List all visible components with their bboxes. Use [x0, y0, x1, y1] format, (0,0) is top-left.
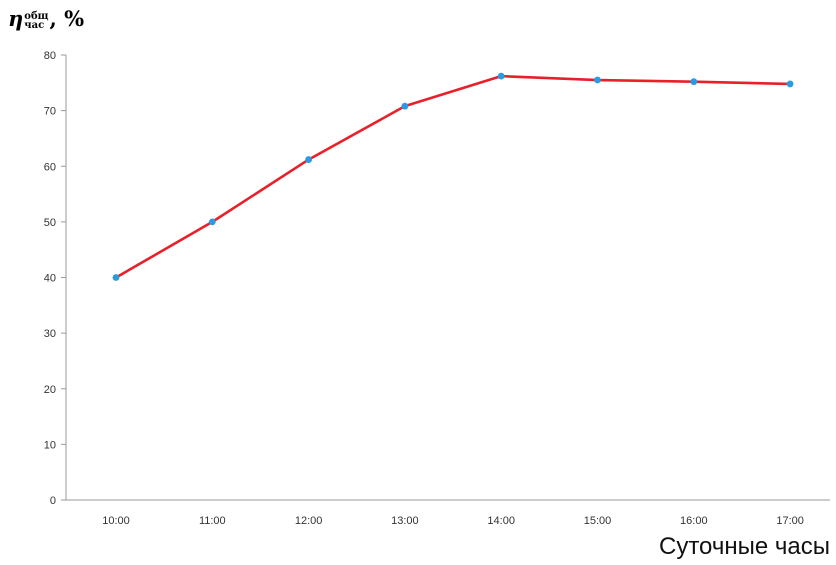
y-axis-subscript: час: [24, 20, 45, 31]
series-line: [114, 74, 792, 279]
y-tick-label: 0: [50, 495, 56, 507]
x-tick-label: 15:00: [584, 515, 612, 527]
x-tick-label: 17:00: [776, 515, 804, 527]
x-axis-label: Суточные часы: [659, 533, 830, 560]
data-point: [401, 102, 409, 110]
data-point: [208, 218, 216, 226]
data-point: [497, 72, 505, 80]
x-tick-label: 10:00: [102, 515, 130, 527]
data-point: [594, 76, 601, 84]
y-axis-label: η общ час, %: [8, 6, 85, 31]
y-tick-label: 40: [44, 273, 56, 285]
y-tick-label: 20: [44, 384, 56, 396]
x-tick-label: 13:00: [391, 515, 419, 527]
x-tick-label: 16:00: [680, 515, 708, 527]
y-tick-label: 50: [44, 217, 56, 229]
y-tick-label: 80: [44, 50, 56, 62]
x-tick-label: 12:00: [295, 515, 323, 527]
data-point: [786, 80, 794, 88]
y-tick-label: 30: [44, 328, 56, 340]
y-axis-superscript: общ: [24, 11, 49, 22]
data-point: [112, 274, 120, 281]
y-tick-label: 60: [44, 161, 56, 173]
y-axis-unit: , %: [49, 6, 85, 31]
y-axis-symbol: η: [8, 6, 24, 31]
x-tick-label: 14:00: [487, 515, 515, 527]
data-point: [305, 156, 312, 163]
data-point: [690, 78, 698, 86]
y-tick-label: 70: [44, 106, 56, 118]
y-axis-indices: общ час: [24, 11, 49, 31]
x-tick-label: 11:00: [199, 515, 226, 527]
y-tick-label: 10: [44, 439, 56, 451]
